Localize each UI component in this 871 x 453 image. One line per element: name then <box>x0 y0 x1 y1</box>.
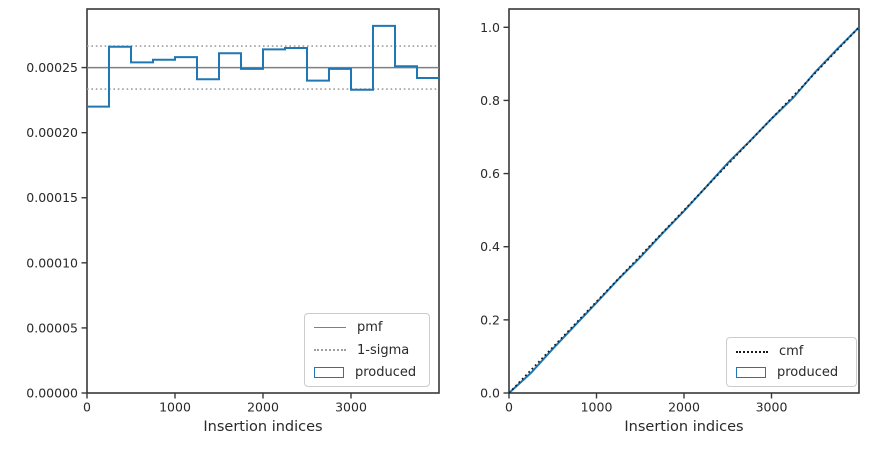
left-x-tick-label: 3000 <box>335 400 367 415</box>
pmf-legend: pmf 1-sigma produced <box>304 313 430 387</box>
left-y-tick-label: 0.00010 <box>26 255 78 270</box>
pmf-line-swatch <box>314 327 346 328</box>
legend-label-cmf: cmf <box>779 344 804 359</box>
right-x-tick-label: 2000 <box>668 400 700 415</box>
right-x-tick-label: 3000 <box>756 400 788 415</box>
legend-label-1-sigma: 1-sigma <box>357 342 410 358</box>
right-x-tick-label: 1000 <box>581 400 613 415</box>
right-y-tick-label: 0.8 <box>480 93 500 108</box>
legend-row-produced-left: produced <box>314 366 420 379</box>
cmf-legend: cmf produced <box>726 337 857 387</box>
sigma-dotted-swatch <box>314 349 346 351</box>
right-axes-box <box>508 8 860 394</box>
legend-row-pmf: pmf <box>314 321 420 334</box>
legend-label-produced-left: produced <box>355 365 417 380</box>
left-y-tick-label: 0.00025 <box>26 60 78 75</box>
right-y-tick-label: 0.0 <box>480 386 500 401</box>
left-y-tick-label: 0.00000 <box>26 386 78 401</box>
left-y-tick-label: 0.00015 <box>26 190 78 205</box>
legend-row-1-sigma: 1-sigma <box>314 344 420 357</box>
produced-rect-swatch <box>314 367 344 378</box>
right-y-tick-label: 0.6 <box>480 166 500 181</box>
produced-step-line <box>87 24 439 108</box>
produced-rect-swatch <box>736 367 766 378</box>
left-x-tick-label: 1000 <box>159 400 191 415</box>
x-axis-label-right: Insertion indices <box>624 419 744 435</box>
legend-label-produced-right: produced <box>777 365 839 380</box>
x-axis-label-left: Insertion indices <box>203 419 323 435</box>
left-x-tick-label: 2000 <box>247 400 279 415</box>
right-x-tick-label: 0 <box>505 400 513 415</box>
right-y-tick-label: 0.4 <box>480 239 500 254</box>
cmf-dotted-swatch <box>736 350 768 353</box>
left-y-tick-label: 0.00005 <box>26 320 78 335</box>
right-y-tick-label: 0.2 <box>480 312 500 327</box>
legend-label-pmf: pmf <box>357 320 383 335</box>
left-y-tick-label: 0.00020 <box>26 125 78 140</box>
produced-cmf-line <box>508 26 860 394</box>
legend-row-produced-right: produced <box>736 366 847 379</box>
legend-row-cmf: cmf <box>736 345 847 358</box>
left-x-tick-label: 0 <box>83 400 91 415</box>
right-y-tick-label: 1.0 <box>480 20 500 35</box>
